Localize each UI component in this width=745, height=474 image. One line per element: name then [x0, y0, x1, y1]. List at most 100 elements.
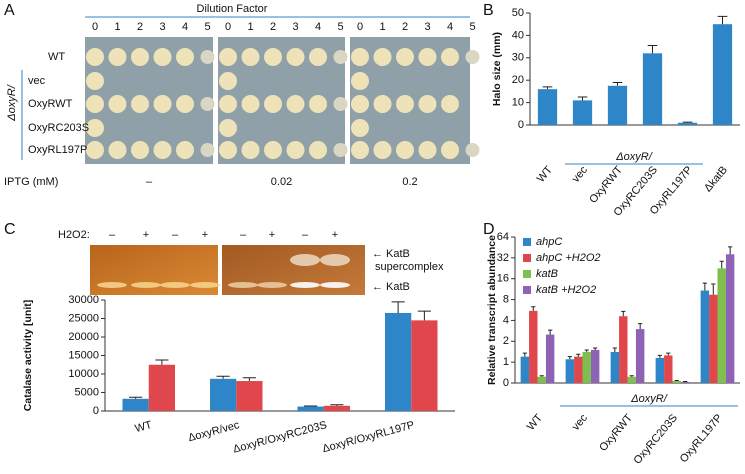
y-tick-label: 4	[503, 314, 509, 326]
colony-spot	[309, 48, 327, 66]
bar	[636, 329, 644, 383]
bar	[123, 399, 149, 411]
treatment-label: –	[240, 229, 247, 241]
error-bar	[548, 330, 552, 334]
x-tick-label: vec	[570, 412, 591, 433]
colony-spot	[309, 141, 327, 159]
error-bar	[718, 16, 728, 24]
x-tick-label: OxyRWT	[587, 164, 625, 206]
error-bar	[576, 354, 580, 356]
dilution-label: 3	[424, 21, 430, 33]
bar	[324, 406, 350, 411]
x-tick-label: WT	[535, 164, 555, 185]
colony-spot	[219, 119, 237, 137]
x-tick-label: ΔoxyR/OxyRC203S	[232, 419, 328, 456]
legend-swatch	[523, 254, 531, 262]
error-bar	[418, 311, 431, 320]
colony-spot	[466, 50, 480, 64]
x-tick-label: vec	[570, 164, 591, 185]
x-tick-label: ΔoxyR/vec	[187, 419, 241, 444]
y-axis-label: Halo size (mm)	[491, 32, 503, 106]
dilution-label: 5	[204, 21, 210, 33]
colony-spot	[374, 141, 392, 159]
y-tick-label: 2	[503, 335, 509, 347]
colony-spot	[176, 48, 194, 66]
bar	[701, 291, 709, 383]
error-bar	[155, 360, 168, 365]
bar	[149, 365, 175, 411]
colony-spot	[351, 95, 369, 113]
bar	[566, 359, 574, 383]
colony-spot	[396, 48, 414, 66]
error-bar	[543, 87, 553, 89]
colony-spot	[264, 141, 282, 159]
y-tick-label: 5000	[75, 386, 99, 398]
gel-band	[290, 282, 320, 288]
colony-spot	[86, 72, 104, 90]
group-label: ΔoxyR/	[615, 151, 652, 163]
error-bar	[711, 284, 715, 295]
colony-spot	[201, 97, 215, 111]
treatment-label: –	[109, 229, 116, 241]
error-bar	[720, 261, 724, 268]
gel-label: ←	[372, 281, 383, 293]
bar	[538, 89, 557, 125]
y-tick-label: 10	[512, 97, 524, 109]
legend-label: ahpC	[536, 236, 562, 248]
dilution-label: 4	[315, 21, 321, 33]
gel-band	[97, 282, 127, 288]
colony-spot	[374, 95, 392, 113]
bar	[608, 86, 627, 125]
colony-spot	[154, 95, 172, 113]
error-bar	[683, 122, 693, 123]
colony-spot	[86, 48, 104, 66]
y-tick-label: 64	[497, 231, 509, 243]
y-tick-label: 8	[503, 293, 509, 305]
colony-spot	[131, 95, 149, 113]
error-bar	[666, 353, 670, 355]
x-tick-label: OxyRC203S	[632, 412, 680, 467]
bar	[298, 407, 324, 411]
colony-spot	[419, 141, 437, 159]
error-bar	[243, 378, 256, 381]
dilution-label: 0	[225, 21, 231, 33]
dilution-label: 0	[357, 21, 363, 33]
error-bar	[330, 405, 343, 406]
colony-spot	[287, 141, 305, 159]
y-tick-label: 0	[503, 377, 509, 389]
y-tick-label: 16	[497, 273, 509, 285]
x-tick-label: WT	[525, 412, 545, 433]
dilution-label: 1	[379, 21, 385, 33]
colony-spot	[201, 143, 215, 157]
y-tick-label: 15000	[68, 349, 99, 361]
group-label: ΔoxyR/	[630, 393, 667, 405]
treatment-label: –	[172, 229, 179, 241]
colony-spot	[396, 95, 414, 113]
iptg-value: 0.02	[271, 176, 292, 188]
y-tick-label: 0	[93, 405, 99, 417]
y-tick-label: 40	[512, 29, 524, 41]
legend-swatch	[523, 286, 531, 294]
bar	[628, 377, 636, 383]
y-tick-label: 30000	[68, 294, 99, 306]
bar	[678, 123, 697, 125]
y-tick-label: 30	[512, 52, 524, 64]
bar	[591, 350, 599, 383]
colony-spot	[131, 141, 149, 159]
legend-label: ahpC +H2O2	[536, 252, 601, 264]
colony-spot	[351, 141, 369, 159]
bar	[411, 320, 437, 411]
x-tick-label: OxyRL197P	[678, 412, 725, 465]
colony-spot	[264, 95, 282, 113]
y-tick-label: 10000	[68, 368, 99, 380]
colony-spot	[219, 72, 237, 90]
colony-spot	[131, 48, 149, 66]
gel-label: ←	[372, 248, 383, 260]
dilution-label: 1	[114, 21, 120, 33]
dilution-label: 2	[402, 21, 408, 33]
gel-band	[228, 282, 258, 288]
bar	[656, 358, 664, 383]
error-bar	[578, 97, 588, 100]
y-tick-label: 20000	[68, 331, 99, 343]
bar	[521, 357, 529, 383]
